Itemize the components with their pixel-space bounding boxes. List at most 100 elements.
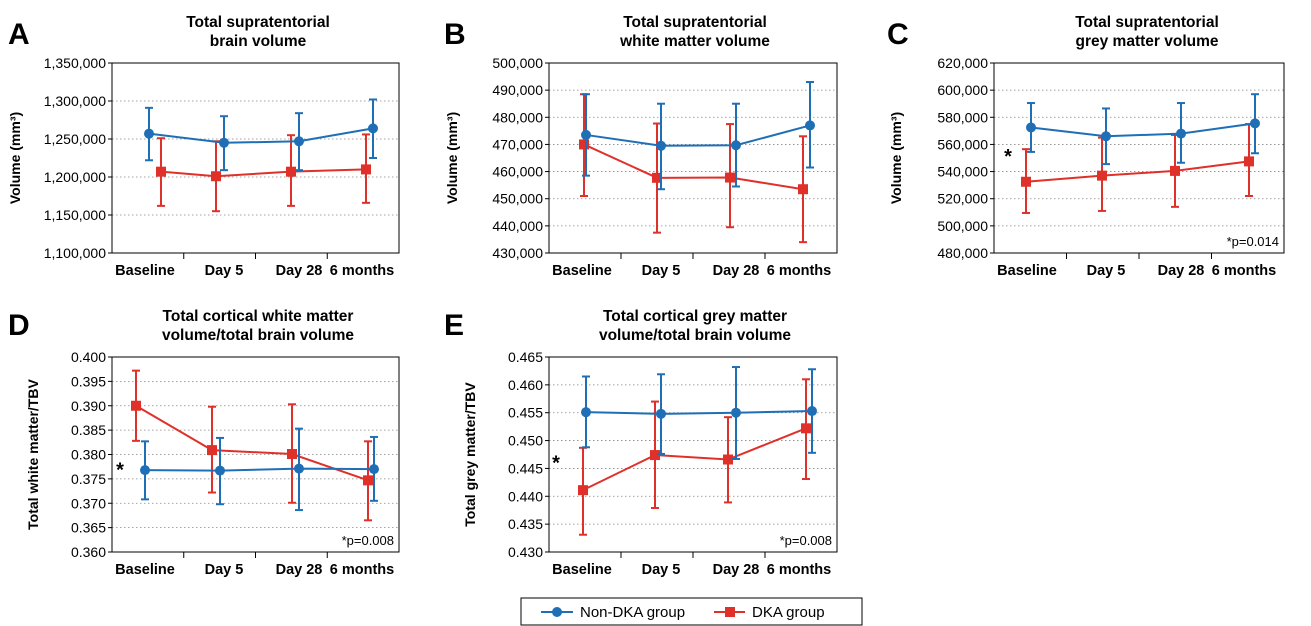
x-tick-label: Day 28: [713, 263, 760, 279]
series-line: [585, 410, 813, 415]
y-tick-label: 1,350,000: [44, 55, 106, 71]
significance-star: *: [1004, 146, 1012, 168]
chart-title-line-2: volume/total brain volume: [162, 327, 354, 344]
x-tick-label: Day 5: [1087, 263, 1126, 279]
y-tick-label: 0.440: [508, 488, 543, 504]
y-tick-label: 0.465: [508, 349, 543, 365]
data-point: [219, 137, 229, 148]
y-tick-label: 490,000: [492, 82, 543, 98]
data-point: [723, 454, 733, 465]
data-point: [656, 408, 666, 419]
data-point: [144, 128, 154, 139]
p-value-annotation: *p=0.014: [1227, 234, 1279, 249]
x-tick-label: Day 28: [276, 562, 323, 578]
y-axis-label: Total white matter/TBV: [25, 379, 41, 530]
legend-label-non-dka: Non-DKA group: [580, 604, 685, 621]
x-tick-label: Day 5: [205, 562, 244, 578]
data-point: [801, 423, 811, 434]
y-tick-label: 0.445: [508, 460, 543, 476]
y-tick-label: 600,000: [937, 82, 988, 98]
data-point: [731, 140, 741, 151]
y-tick-label: 500,000: [937, 218, 988, 234]
y-tick-label: 0.375: [71, 471, 106, 487]
data-point: [581, 129, 591, 140]
p-value-annotation: *p=0.008: [342, 533, 394, 548]
data-point: [731, 407, 741, 418]
y-tick-label: 0.370: [71, 495, 106, 511]
data-point: [287, 449, 297, 460]
panel-e: 0.430 0.435 0.440 0.445 0.450 0.455 0.460 0.465…: [444, 308, 838, 578]
x-tick-label: Day 28: [276, 263, 323, 279]
data-point: [578, 485, 588, 496]
data-point: [131, 400, 141, 411]
y-axis-label: Volume (mm³): [444, 112, 460, 204]
data-point: [363, 475, 373, 486]
x-tick-label: Day 28: [713, 562, 760, 578]
y-tick-label: 0.400: [71, 349, 106, 365]
x-tick-label: 6 months: [1212, 263, 1276, 279]
chart-title-line-2: brain volume: [210, 33, 307, 50]
plot-frame: [111, 62, 400, 254]
data-point: [207, 445, 217, 456]
series-line: [144, 467, 375, 472]
x-tick-label: Baseline: [115, 263, 175, 279]
x-tick-label: 6 months: [330, 263, 394, 279]
data-point: [1101, 131, 1111, 142]
data-point: [1170, 165, 1180, 176]
y-tick-label: 460,000: [492, 164, 543, 180]
data-point: [1244, 156, 1254, 167]
x-tick-label: 6 months: [767, 562, 831, 578]
series-line: [1025, 160, 1250, 183]
series-non-dka: [144, 98, 378, 172]
panel-a: 1,100,000 1,150,000 1,200,000 1,250,000 1,30…: [7, 14, 400, 279]
data-point: [798, 184, 808, 195]
data-point: [361, 164, 371, 175]
chart-title-line-2: grey matter volume: [1076, 33, 1219, 50]
data-point: [294, 136, 304, 147]
x-tick-label: 6 months: [330, 562, 394, 578]
significance-star: *: [116, 459, 124, 481]
series-line: [148, 127, 374, 144]
series-non-dka: [581, 81, 815, 191]
data-point: [1097, 170, 1107, 181]
panel-b: 430,000 440,000 450,000 460,000 470,000 480,0…: [444, 14, 838, 279]
y-tick-label: 560,000: [937, 136, 988, 152]
data-point: [286, 166, 296, 177]
series-line: [160, 168, 367, 178]
data-point: [652, 172, 662, 183]
legend-marker-dka: [725, 607, 735, 617]
series-dka: [579, 93, 808, 244]
x-tick-label: Baseline: [115, 562, 175, 578]
plot-frame: [993, 62, 1285, 254]
series-line: [585, 124, 811, 147]
plot-frame: [548, 62, 838, 254]
series-dka: [131, 369, 373, 522]
data-point: [140, 465, 150, 476]
plot-frame: [111, 356, 400, 553]
y-tick-label: 0.365: [71, 520, 106, 536]
y-tick-label: 0.430: [508, 544, 543, 560]
chart-title-line-1: Total supratentorial: [186, 14, 330, 31]
data-point: [581, 407, 591, 418]
legend-label-dka: DKA group: [752, 604, 825, 621]
y-tick-label: 0.460: [508, 377, 543, 393]
series-line: [1030, 122, 1256, 138]
chart-title-line-1: Total cortical grey matter: [603, 308, 787, 325]
data-point: [650, 450, 660, 461]
y-tick-label: 620,000: [937, 55, 988, 71]
chart-title-line-2: white matter volume: [619, 33, 770, 50]
data-point: [368, 123, 378, 134]
series-dka: [1021, 123, 1254, 214]
y-tick-label: 1,100,000: [44, 245, 106, 261]
panel-label: B: [444, 18, 466, 51]
significance-star: *: [552, 452, 560, 474]
y-axis-label: Volume (mm³): [7, 112, 23, 204]
series-line: [583, 143, 804, 191]
chart-title-line-1: Total cortical white matter: [163, 308, 354, 325]
chart-title-line-2: volume/total brain volume: [599, 327, 791, 344]
data-point: [156, 166, 166, 177]
panel-label: E: [444, 309, 464, 342]
x-tick-label: Baseline: [997, 263, 1057, 279]
panel-c: 480,000 500,000 520,000 540,000 560,000 580,0…: [887, 14, 1285, 279]
series-line: [582, 427, 807, 492]
